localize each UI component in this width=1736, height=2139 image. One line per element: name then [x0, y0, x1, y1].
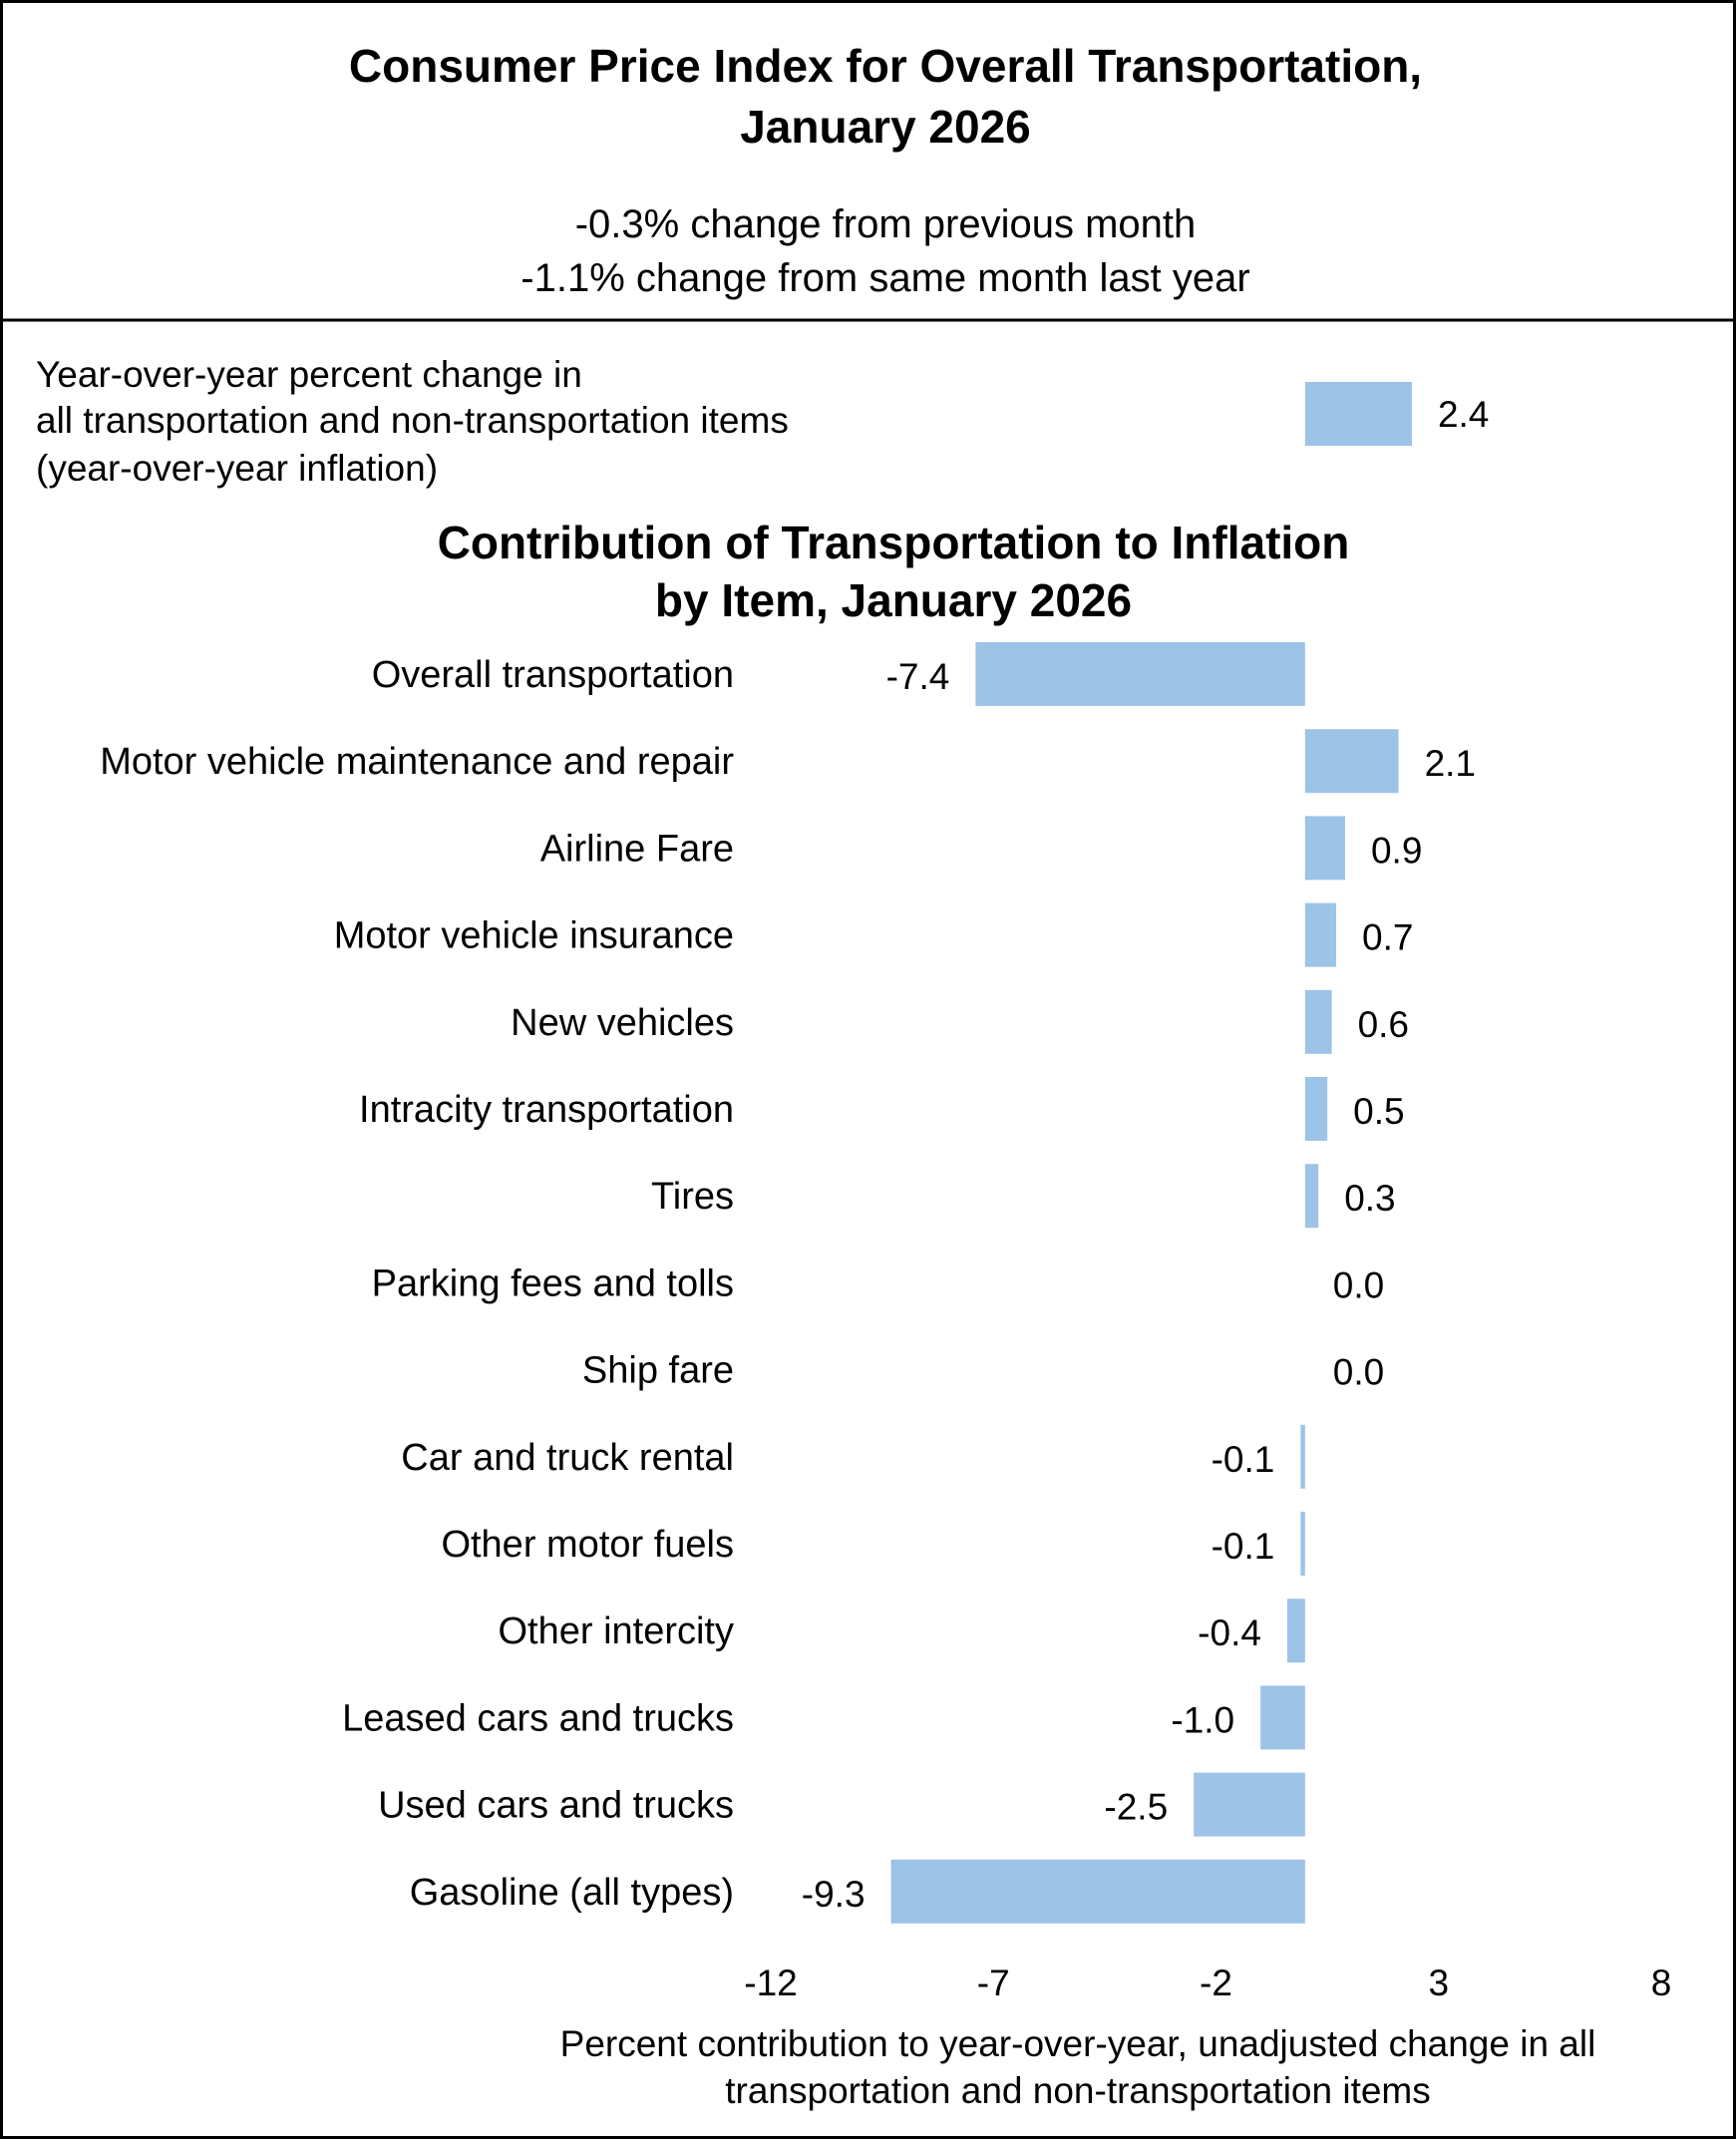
value-label: -0.4 — [1198, 1612, 1261, 1653]
x-axis-title-line-1: Percent contribution to year-over-year, … — [560, 2023, 1596, 2064]
yoy-bar — [1304, 382, 1412, 446]
x-tick-label: 3 — [1428, 1962, 1449, 2003]
bar — [1304, 902, 1337, 967]
chart-title-line-1: Contribution of Transportation to Inflat… — [438, 517, 1350, 568]
bar — [1300, 1512, 1305, 1576]
category-label: Motor vehicle insurance — [334, 915, 734, 957]
category-label: Intracity transportation — [359, 1089, 734, 1131]
chart-title-line-2: by Item, January 2026 — [655, 574, 1132, 626]
value-label: 0.7 — [1362, 917, 1413, 958]
yoy-label-line-1: Year-over-year percent change in — [36, 354, 582, 395]
category-label: Car and truck rental — [401, 1437, 734, 1479]
bar — [890, 1859, 1305, 1924]
x-axis-title-line-2: transportation and non-transportation it… — [725, 2070, 1431, 2111]
bar — [1304, 816, 1345, 881]
bar — [1300, 1424, 1305, 1489]
yoy-label-line-2: all transportation and non-transportatio… — [36, 400, 789, 441]
value-label: 0.0 — [1333, 1352, 1384, 1393]
bar — [975, 642, 1305, 706]
value-label: 0.3 — [1344, 1178, 1395, 1219]
value-label: 0.9 — [1371, 830, 1422, 871]
category-label: Parking fees and tolls — [372, 1262, 734, 1304]
bars-group: Overall transportation -7.4 Motor vehicle … — [100, 642, 1476, 1924]
value-label: -0.1 — [1212, 1439, 1275, 1480]
yoy-value-label: 2.4 — [1438, 394, 1489, 435]
category-label: Other intercity — [498, 1610, 734, 1652]
category-label: Motor vehicle maintenance and repair — [100, 741, 734, 783]
x-tick-label: -2 — [1200, 1962, 1232, 2003]
header-title-line-1: Consumer Price Index for Overall Transpo… — [349, 40, 1422, 92]
category-label: New vehicles — [511, 1002, 734, 1044]
category-label: Overall transportation — [372, 654, 734, 696]
bar — [1260, 1685, 1305, 1750]
bar — [1286, 1599, 1305, 1663]
category-label: Other motor fuels — [441, 1524, 734, 1566]
bar — [1304, 1164, 1319, 1229]
x-tick-label: 8 — [1651, 1962, 1672, 2003]
header-subtitle-monthly: -0.3% change from previous month — [575, 202, 1197, 246]
value-label: 0.0 — [1333, 1264, 1384, 1305]
header-title-line-2: January 2026 — [740, 101, 1031, 153]
category-label: Leased cars and trucks — [342, 1697, 734, 1739]
x-tick-label: -12 — [744, 1962, 797, 2003]
value-label: -0.1 — [1212, 1526, 1275, 1567]
value-label: 0.5 — [1353, 1091, 1404, 1132]
bar — [1304, 1077, 1328, 1141]
value-label: -9.3 — [802, 1874, 866, 1915]
bar — [1304, 989, 1332, 1054]
category-label: Gasoline (all types) — [410, 1872, 734, 1914]
value-label: 0.6 — [1358, 1004, 1409, 1045]
value-label: 2.1 — [1425, 743, 1476, 784]
value-label: -7.4 — [886, 656, 950, 697]
value-label: -1.0 — [1171, 1699, 1234, 1740]
header-subtitle-yearly: -1.1% change from same month last year — [521, 256, 1249, 300]
category-label: Ship fare — [582, 1350, 734, 1392]
x-tick-label: -7 — [977, 1962, 1010, 2003]
bar — [1304, 729, 1399, 794]
x-axis-ticks: -12 -7 -2 3 8 — [744, 1962, 1671, 2003]
bar — [1194, 1772, 1305, 1837]
category-label: Airline Fare — [540, 828, 734, 870]
yoy-label-line-3: (year-over-year inflation) — [36, 448, 438, 489]
category-label: Used cars and trucks — [378, 1785, 734, 1827]
value-label: -2.5 — [1104, 1787, 1168, 1828]
category-label: Tires — [651, 1176, 734, 1218]
